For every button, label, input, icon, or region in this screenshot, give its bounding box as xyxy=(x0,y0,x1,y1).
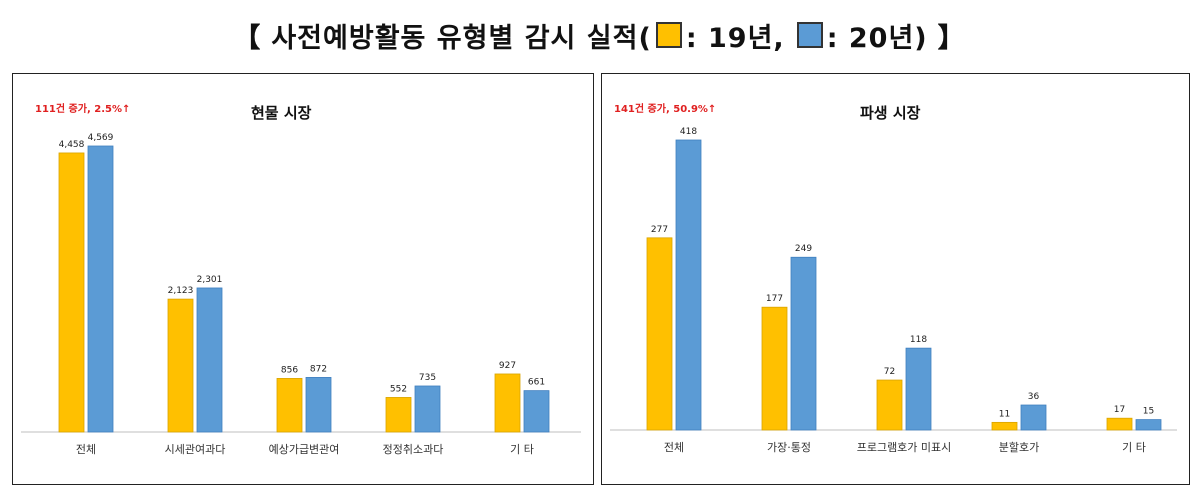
page-title: 【 사전예방활동 유형별 감시 실적( : 19년, : 20년) 】 xyxy=(0,12,1199,58)
bar-19년-0 xyxy=(646,237,673,431)
data-label: 249 xyxy=(795,244,812,254)
data-label: 927 xyxy=(499,361,516,371)
bar-20년-4 xyxy=(523,390,550,433)
derivatives-market-title: 파생 시장 xyxy=(860,104,921,122)
bar-20년-3 xyxy=(1020,404,1047,431)
bar-19년-3 xyxy=(991,421,1018,431)
bar-20년-2 xyxy=(305,377,332,433)
legend-label-2020: : 20년) xyxy=(826,22,928,54)
bar-19년-1 xyxy=(167,298,194,433)
bar-19년-1 xyxy=(761,306,788,431)
title-bracket-open: 【 xyxy=(233,22,262,54)
category-label: 프로그램호가 미표시 xyxy=(857,441,952,454)
bar-20년-0 xyxy=(87,145,114,433)
bar-19년-0 xyxy=(58,152,85,433)
data-label: 661 xyxy=(528,378,545,388)
category-label: 분할호가 xyxy=(999,441,1039,454)
title-bracket-close: 】 xyxy=(937,22,966,54)
data-label: 872 xyxy=(310,364,327,374)
legend-label-2019: : 19년, xyxy=(685,22,785,54)
legend-swatch-2019 xyxy=(655,22,682,48)
spot-market-panel: 111건 증가, 2.5%↑ 현물 시장 4,458 4,569 전체 2,123 2,… xyxy=(12,73,594,485)
derivatives-market-chart: 277 418 전체 177 249 가장·통정 72 118 프로그램호가 미표시 11 36 분할… xyxy=(610,127,1177,454)
data-label: 17 xyxy=(1114,405,1125,415)
data-label: 277 xyxy=(651,225,668,235)
bar-20년-1 xyxy=(790,256,817,431)
category-label: 예상가급변관여 xyxy=(269,443,340,456)
category-label: 기 타 xyxy=(510,443,534,456)
category-label: 전체 xyxy=(664,441,684,454)
data-label: 11 xyxy=(999,409,1010,419)
bar-20년-2 xyxy=(905,347,932,431)
data-label: 735 xyxy=(419,373,436,383)
data-label: 2,301 xyxy=(197,275,223,285)
bar-19년-3 xyxy=(385,397,412,433)
bar-20년-4 xyxy=(1135,419,1162,431)
bar-19년-4 xyxy=(494,373,521,433)
data-label: 15 xyxy=(1143,407,1154,417)
title-text: 사전예방활동 유형별 감시 실적( xyxy=(271,22,652,54)
bar-20년-0 xyxy=(675,139,702,431)
data-label: 2,123 xyxy=(168,286,194,296)
spot-market-title: 현물 시장 xyxy=(251,104,312,122)
spot-market-annotation: 111건 증가, 2.5%↑ xyxy=(35,104,131,115)
category-label: 기 타 xyxy=(1122,441,1146,454)
bar-19년-2 xyxy=(876,379,903,431)
data-label: 36 xyxy=(1028,392,1040,402)
bar-19년-4 xyxy=(1106,417,1133,431)
derivatives-market-panel: 141건 증가, 50.9%↑ 파생 시장 277 418 전체 177 249 가장·통… xyxy=(601,73,1190,485)
category-label: 전체 xyxy=(76,443,96,456)
data-label: 418 xyxy=(680,127,697,137)
data-label: 552 xyxy=(390,384,407,394)
data-label: 4,458 xyxy=(59,140,85,150)
bar-20년-1 xyxy=(196,287,223,433)
data-label: 72 xyxy=(884,367,895,377)
data-label: 118 xyxy=(910,335,927,345)
bar-19년-2 xyxy=(276,378,303,433)
bar-20년-3 xyxy=(414,385,441,433)
legend-swatch-2020 xyxy=(796,22,823,48)
category-label: 가장·통정 xyxy=(767,441,811,454)
data-label: 856 xyxy=(281,365,298,375)
data-label: 4,569 xyxy=(88,133,114,143)
category-label: 정정취소과다 xyxy=(383,443,444,456)
category-label: 시세관여과다 xyxy=(165,443,226,456)
derivatives-market-annotation: 141건 증가, 50.9%↑ xyxy=(614,104,717,115)
data-label: 177 xyxy=(766,294,783,304)
